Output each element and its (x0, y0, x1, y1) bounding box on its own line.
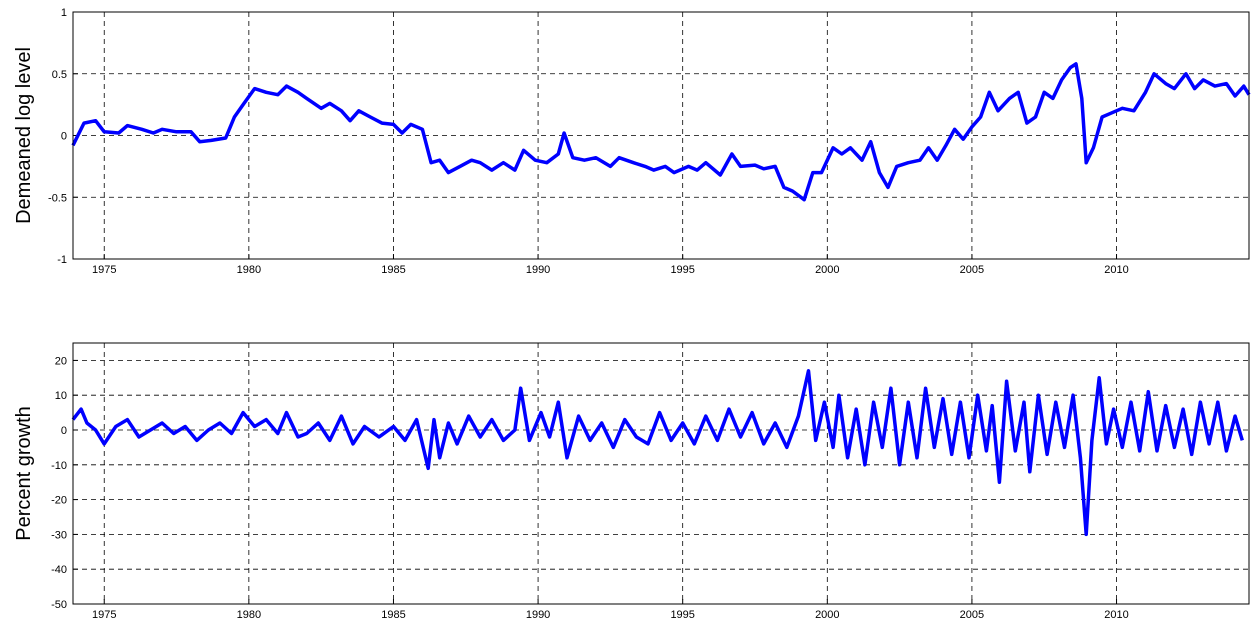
x-tick-label: 1980 (237, 264, 261, 276)
y-axis-label: Demeaned log level (13, 47, 35, 224)
y-tick-label: -50 (51, 599, 67, 611)
y-tick-label: 0.5 (52, 69, 67, 81)
x-tick-label: 1980 (237, 609, 261, 621)
axes-box (72, 342, 1250, 605)
y-tick-label: 1 (61, 7, 67, 19)
x-tick-label: 2005 (960, 264, 984, 276)
y-tick-label: 0 (61, 425, 67, 437)
data-line (71, 369, 1244, 537)
x-tick-label: 2000 (815, 609, 839, 621)
x-tick-label: 2005 (960, 609, 984, 621)
y-tick-label: -40 (51, 564, 67, 576)
y-tick-label: 10 (55, 390, 67, 402)
axes-box (72, 11, 1250, 260)
y-tick-label: -30 (51, 529, 67, 541)
x-tick-label: 1990 (526, 264, 550, 276)
x-tick-label: 2010 (1104, 264, 1128, 276)
y-tick-label: -20 (51, 495, 67, 507)
x-tick-label: 1995 (670, 609, 694, 621)
y-tick-label: -0.5 (48, 192, 67, 204)
data-line (71, 62, 1251, 202)
plot-area (73, 343, 1249, 604)
x-tick-label: 1995 (670, 264, 694, 276)
x-tick-label: 1975 (92, 264, 116, 276)
y-tick-label: -1 (57, 254, 67, 266)
x-tick-label: 2000 (815, 264, 839, 276)
y-axis-label: Percent growth (13, 406, 35, 541)
y-tick-label: 0 (61, 131, 67, 143)
x-tick-label: 1985 (381, 609, 405, 621)
x-tick-label: 1990 (526, 609, 550, 621)
y-tick-label: 20 (55, 355, 67, 367)
y-tick-label: -10 (51, 460, 67, 472)
x-tick-label: 2010 (1104, 609, 1128, 621)
x-tick-label: 1985 (381, 264, 405, 276)
x-tick-label: 1975 (92, 609, 116, 621)
